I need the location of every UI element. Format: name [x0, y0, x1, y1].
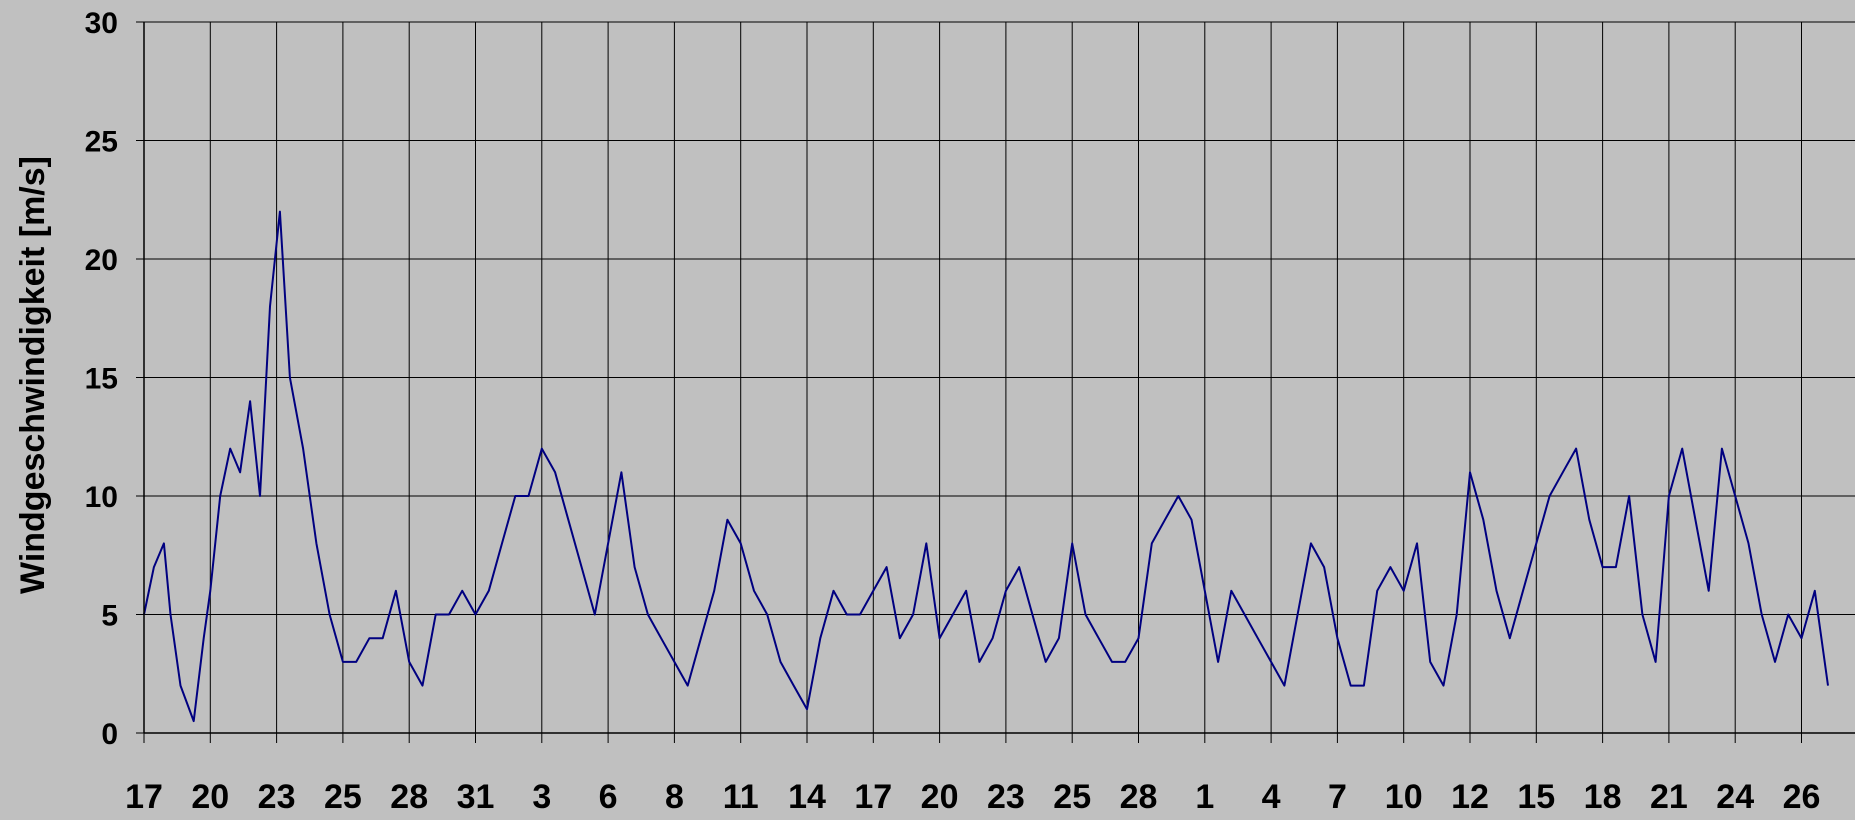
y-axis-title: Windgeschwindigkeit [m/s] [14, 156, 52, 594]
y-tick-label: 15 [85, 363, 118, 396]
x-tick-label: 24 [1716, 778, 1754, 815]
y-tick-label: 25 [85, 126, 118, 159]
axes-layer [136, 21, 1855, 743]
x-tick-label: 11 [723, 778, 759, 815]
x-tick-label: 6 [599, 778, 618, 815]
x-tick-label: 17 [125, 778, 163, 815]
x-tick-label: 3 [532, 778, 551, 815]
x-tick-label: 10 [1385, 778, 1423, 815]
x-tick-label: 14 [788, 778, 826, 815]
x-tick-label: 23 [987, 778, 1025, 815]
x-tick-label: 21 [1650, 778, 1688, 815]
x-tick-label: 8 [665, 778, 684, 815]
x-tick-label: 28 [1120, 778, 1158, 815]
x-tick-label: 31 [457, 778, 495, 815]
x-tick-label: 26 [1783, 778, 1821, 815]
x-tick-label: 28 [390, 778, 428, 815]
x-tick-label: 20 [191, 778, 229, 815]
x-tick-label: 20 [921, 778, 959, 815]
x-tick-label: 15 [1517, 778, 1555, 815]
y-tick-label: 5 [101, 600, 118, 633]
x-tick-label: 7 [1328, 778, 1347, 815]
y-tick-label: 20 [85, 244, 118, 277]
x-tick-label: 1 [1195, 778, 1214, 815]
series-line-0 [143, 210, 1829, 723]
y-tick-label: 30 [85, 7, 118, 40]
x-tick-label: 4 [1262, 778, 1281, 815]
x-tick-label: 25 [1053, 778, 1091, 815]
y-tick-label: 10 [85, 481, 118, 514]
x-tick-label: 17 [854, 778, 892, 815]
x-tick-label: 12 [1451, 778, 1489, 815]
x-tick-label: 25 [324, 778, 362, 815]
grid-layer [143, 21, 1855, 734]
series-layer [143, 210, 1829, 723]
y-tick-label: 0 [101, 718, 118, 751]
x-tick-label: 18 [1584, 778, 1622, 815]
x-tick-label: 23 [258, 778, 296, 815]
